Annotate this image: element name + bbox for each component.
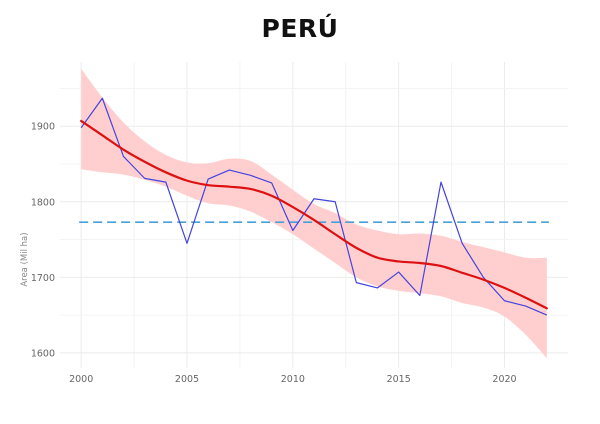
x-tick-label: 2010 bbox=[281, 374, 305, 385]
y-tick-label: 1800 bbox=[31, 197, 55, 208]
confidence-band bbox=[81, 68, 547, 359]
trend-series-line bbox=[80, 119, 548, 310]
y-axis-ticks: 1600 1700 1800 1900 bbox=[31, 122, 55, 360]
x-tick-label: 2020 bbox=[492, 374, 516, 385]
x-axis-ticks: 2000 2005 2010 2015 2020 bbox=[69, 374, 517, 385]
y-axis-label: Area (Mil ha) bbox=[20, 232, 30, 286]
x-tick-label: 2005 bbox=[175, 374, 199, 385]
y-tick-label: 1600 bbox=[31, 348, 55, 359]
y-tick-label: 1900 bbox=[31, 122, 55, 133]
observed-series-line bbox=[80, 97, 548, 316]
chart-title: PERÚ bbox=[261, 14, 339, 43]
x-tick-label: 2000 bbox=[69, 374, 93, 385]
y-tick-label: 1700 bbox=[31, 273, 55, 284]
x-tick-label: 2015 bbox=[387, 374, 411, 385]
